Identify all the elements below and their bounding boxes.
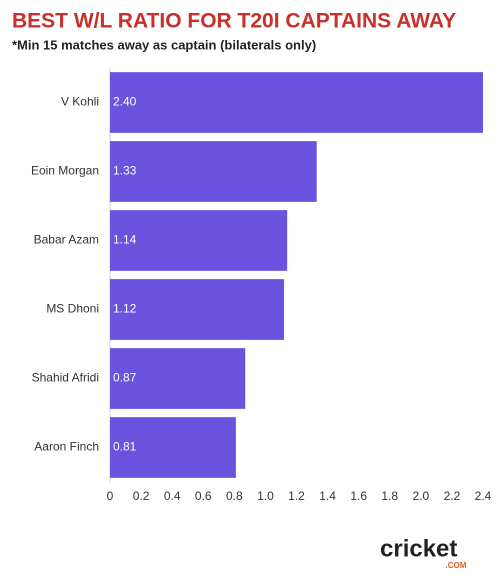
y-tick-label: V Kohli <box>61 95 99 109</box>
bar <box>110 279 285 340</box>
bar <box>110 417 236 478</box>
logo: cricket <box>380 535 457 562</box>
x-tick-label: 1.8 <box>381 489 398 503</box>
x-tick-label: 1.4 <box>319 489 336 503</box>
bar <box>110 141 317 202</box>
value-label: 0.87 <box>113 371 137 385</box>
bar <box>110 72 483 133</box>
x-tick-label: 0 <box>107 489 114 503</box>
x-tick-label: 1.6 <box>350 489 367 503</box>
chart-title: BEST W/L RATIO FOR T20I CAPTAINS AWAY <box>12 10 456 33</box>
logo-sub: .COM <box>446 561 467 570</box>
value-label: 2.40 <box>113 95 137 109</box>
y-tick-label: Eoin Morgan <box>31 164 99 178</box>
chart-subtitle: *Min 15 matches away as captain (bilater… <box>12 37 316 52</box>
x-tick-label: 2.0 <box>412 489 429 503</box>
x-tick-label: 0.4 <box>164 489 181 503</box>
y-tick-label: Shahid Afridi <box>32 371 99 385</box>
value-label: 0.81 <box>113 440 137 454</box>
bar <box>110 348 246 409</box>
x-tick-label: 1.2 <box>288 489 305 503</box>
x-tick-label: 0.2 <box>133 489 150 503</box>
x-tick-label: 2.4 <box>475 489 492 503</box>
y-tick-label: Babar Azam <box>34 233 99 247</box>
value-label: 1.33 <box>113 164 137 178</box>
value-label: 1.12 <box>113 302 137 316</box>
bar <box>110 210 288 271</box>
x-tick-label: 2.2 <box>444 489 461 503</box>
y-tick-label: Aaron Finch <box>34 440 99 454</box>
y-tick-label: MS Dhoni <box>46 302 99 316</box>
x-tick-label: 1.0 <box>257 489 274 503</box>
value-label: 1.14 <box>113 233 137 247</box>
x-tick-label: 0.6 <box>195 489 212 503</box>
x-tick-label: 0.8 <box>226 489 243 503</box>
